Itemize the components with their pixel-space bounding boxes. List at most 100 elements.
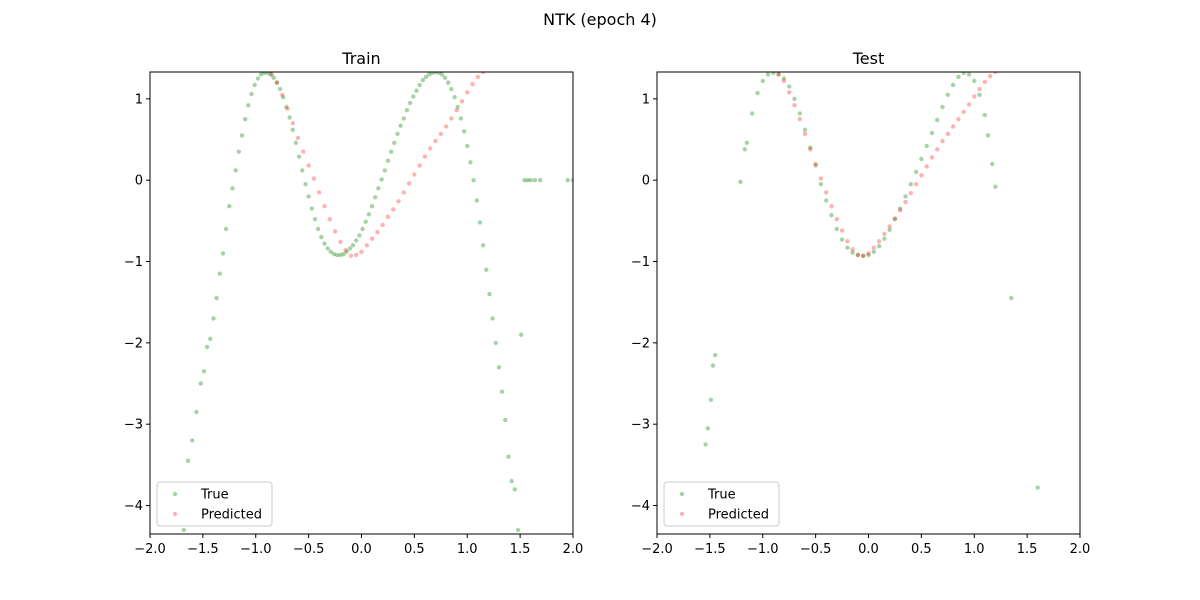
x-tick-label: 0.0	[351, 542, 372, 557]
data-point-predicted	[913, 182, 919, 187]
x-tick-label: 1.0	[457, 542, 478, 557]
data-point-true	[284, 104, 289, 110]
data-point-true	[268, 72, 273, 77]
data-point-predicted	[385, 214, 391, 219]
data-point-true	[208, 336, 213, 341]
x-tick-label: −2.0	[641, 542, 673, 557]
data-point-true	[427, 72, 432, 77]
legend-label-predicted: Predicted	[708, 508, 769, 523]
data-point-true	[792, 96, 797, 102]
data-point-true	[436, 72, 441, 75]
data-point-true	[446, 80, 451, 85]
data-point-predicted	[977, 86, 982, 92]
y-tick-label: −4	[631, 499, 650, 514]
data-point-true	[411, 94, 416, 99]
data-point-true	[458, 116, 464, 121]
data-point-true	[908, 182, 913, 187]
data-point-true	[935, 117, 940, 123]
x-tick-label: −1.5	[187, 542, 219, 557]
data-point-predicted	[924, 164, 929, 169]
data-point-true	[223, 226, 229, 232]
data-point-true	[532, 178, 538, 183]
x-tick-label: 0.5	[911, 542, 932, 557]
data-point-true	[214, 295, 219, 301]
data-point-true	[315, 226, 321, 232]
data-points	[703, 72, 1040, 490]
data-point-true	[274, 80, 280, 85]
data-point-true	[882, 236, 887, 241]
legend-marker-predicted	[679, 511, 685, 517]
data-point-true	[503, 417, 508, 423]
y-tick-label: 1	[135, 92, 143, 107]
data-point-predicted	[813, 161, 818, 167]
data-point-predicted	[861, 253, 866, 258]
data-point-true	[744, 140, 750, 145]
data-point-predicted	[966, 102, 972, 107]
data-point-true	[506, 454, 511, 459]
x-tick-label: 1.5	[1017, 542, 1038, 557]
data-point-true	[265, 72, 270, 75]
y-tick-label: −4	[124, 499, 143, 514]
data-point-true	[382, 168, 387, 173]
data-point-true	[713, 352, 718, 358]
data-point-true	[252, 82, 257, 88]
data-point-true	[565, 178, 570, 183]
data-point-true	[750, 111, 755, 116]
legend: True Predicted	[156, 481, 273, 527]
data-point-true	[236, 149, 241, 154]
data-point-predicted	[987, 73, 993, 79]
data-point-true	[344, 249, 349, 254]
data-point-true	[703, 442, 708, 447]
data-point-true	[808, 145, 813, 150]
y-tick-label: 1	[642, 92, 650, 107]
data-point-true	[430, 72, 435, 75]
data-point-true	[787, 84, 792, 89]
data-point-true	[449, 86, 454, 92]
series-true	[703, 72, 1040, 490]
data-point-true	[201, 369, 207, 374]
data-point-true	[903, 194, 908, 199]
data-point-true	[309, 206, 314, 211]
data-point-true	[243, 117, 248, 122]
data-point-predicted	[834, 217, 839, 222]
data-point-true	[433, 72, 438, 75]
data-point-predicted	[369, 236, 375, 241]
data-point-predicted	[818, 176, 824, 181]
data-point-true	[296, 154, 302, 159]
data-point-predicted	[929, 155, 935, 160]
data-point-predicted	[449, 116, 454, 121]
x-tick-label: −1.5	[694, 542, 726, 557]
data-point-predicted	[935, 147, 940, 152]
data-point-true	[829, 213, 834, 218]
data-point-predicted	[269, 72, 274, 77]
x-tick-label: 1.5	[510, 542, 531, 557]
data-point-true	[357, 233, 362, 238]
data-point-true	[246, 103, 251, 108]
data-point-true	[509, 478, 514, 484]
data-point-predicted	[982, 79, 987, 85]
data-point-true	[239, 133, 245, 138]
data-point-true	[824, 198, 829, 203]
data-point-predicted	[776, 72, 781, 77]
plot-title: Train	[341, 49, 380, 68]
data-point-true	[360, 226, 365, 232]
data-point-true	[487, 291, 492, 297]
data-point-true	[760, 78, 765, 84]
data-point-true	[710, 363, 716, 368]
data-point-true	[461, 129, 467, 134]
legend-box	[156, 481, 273, 527]
data-point-true	[765, 72, 771, 77]
data-point-predicted	[898, 208, 903, 213]
data-point-true	[708, 397, 714, 402]
data-point-predicted	[845, 239, 850, 244]
y-tick-label: 0	[135, 174, 143, 189]
data-point-true	[924, 143, 929, 149]
data-point-true	[945, 92, 950, 98]
data-point-true	[190, 438, 195, 443]
data-point-predicted	[359, 249, 364, 254]
data-point-true	[398, 123, 403, 128]
data-point-true	[341, 252, 346, 257]
data-point-true	[538, 178, 543, 183]
data-point-true	[919, 156, 924, 162]
data-point-true	[892, 217, 898, 222]
